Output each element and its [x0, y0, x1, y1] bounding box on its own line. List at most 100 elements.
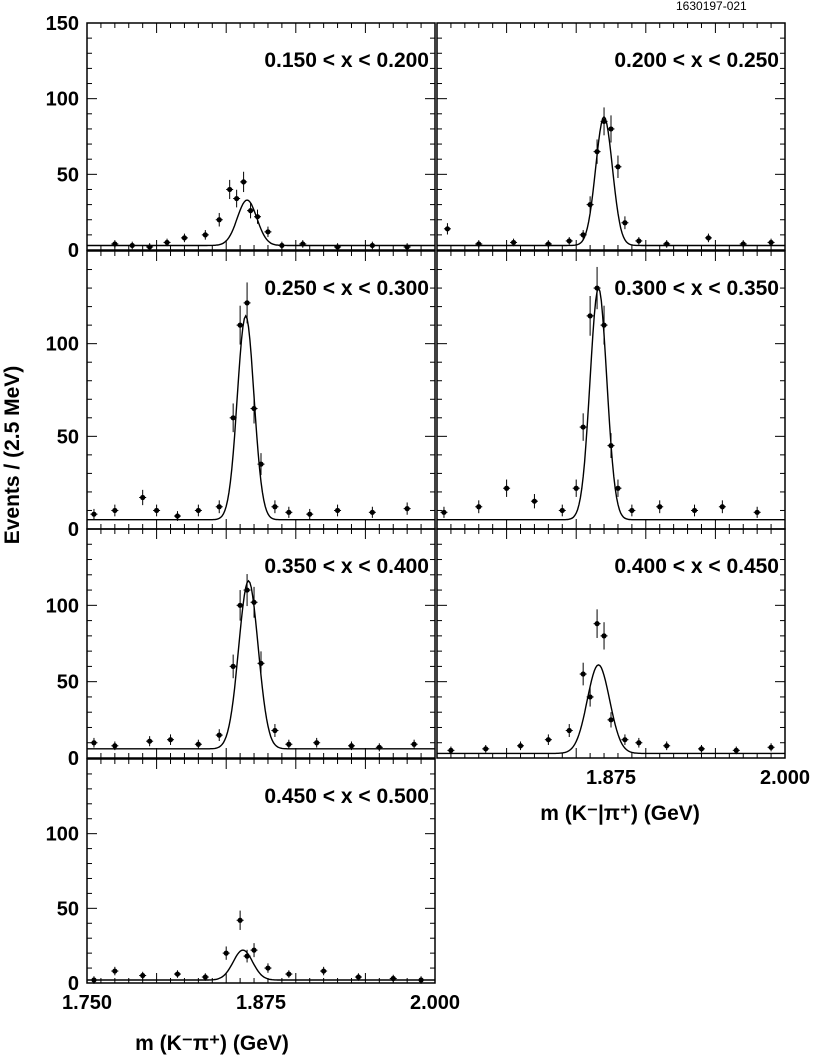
- data-point: [272, 504, 278, 510]
- data-point: [247, 208, 254, 214]
- panels-group: 0 50 100 150 0.150 < x < 0.200 0.200 < x < 0.…: [46, 13, 810, 1014]
- x-tick-label: 2.000: [760, 767, 810, 789]
- y-tick-label: 150: [46, 13, 79, 35]
- panel-frame: [86, 22, 436, 251]
- data-point: [202, 232, 208, 238]
- axes-text-group: Events / (2.5 MeV) m (K⁻π⁺) (GeV) m (K⁻|…: [1, 366, 700, 1055]
- data-point: [441, 509, 447, 515]
- data-point: [629, 507, 635, 514]
- data-point: [272, 727, 278, 734]
- data-point: [237, 917, 243, 923]
- data-point: [559, 507, 565, 514]
- y-tick-label: 100: [46, 595, 79, 617]
- data-point: [418, 977, 424, 983]
- data-point: [601, 118, 607, 124]
- panel-range-label: 0.350 < x < 0.400: [264, 555, 429, 578]
- data-point: [321, 968, 327, 974]
- data-point: [91, 740, 97, 746]
- fit-curve: [87, 579, 435, 750]
- data-point: [608, 126, 614, 132]
- data-point: [348, 743, 355, 749]
- data-point: [251, 599, 257, 605]
- data-point: [234, 195, 240, 202]
- data-point: [587, 202, 593, 208]
- data-point: [664, 241, 670, 247]
- data-point: [195, 741, 201, 747]
- data-point: [258, 660, 264, 666]
- data-point: [314, 740, 320, 746]
- data-point: [286, 741, 292, 747]
- data-point: [601, 322, 607, 328]
- data-point: [230, 663, 236, 670]
- data-point: [698, 746, 705, 752]
- data-point: [223, 950, 229, 956]
- data-point: [601, 633, 607, 639]
- panel-frame: [436, 22, 786, 251]
- data-point: [167, 737, 174, 743]
- panel-5: 0 50 100 0.350 < x < 0.400: [46, 528, 436, 770]
- data-point: [594, 285, 600, 291]
- data-point: [448, 747, 454, 753]
- data-point: [510, 239, 517, 246]
- data-point: [517, 743, 524, 749]
- data-point: [636, 238, 642, 244]
- data-point: [636, 740, 642, 746]
- data-point: [411, 741, 417, 747]
- panel-1: 0 50 100 150 0.150 < x < 0.200: [46, 13, 436, 262]
- y-tick-label: 50: [57, 426, 79, 448]
- y-tick-label: 0: [68, 973, 79, 995]
- data-point: [705, 235, 712, 241]
- x-tick-label: 1.750: [62, 992, 112, 1014]
- data-point: [216, 504, 222, 510]
- data-point: [254, 214, 261, 220]
- data-point: [140, 972, 146, 979]
- data-point: [664, 743, 670, 749]
- data-point: [334, 507, 341, 514]
- data-point: [768, 239, 774, 246]
- data-point: [91, 977, 97, 983]
- panel-range-label: 0.150 < x < 0.200: [264, 49, 429, 72]
- data-point: [258, 461, 264, 467]
- data-point: [566, 727, 572, 734]
- data-point: [580, 232, 586, 238]
- y-tick-label: 100: [46, 824, 79, 846]
- y-tick-label: 50: [57, 164, 79, 186]
- data-point: [608, 717, 614, 723]
- data-point: [587, 694, 593, 700]
- data-point: [390, 975, 396, 982]
- data-point: [181, 235, 188, 241]
- y-tick-label: 0: [68, 519, 79, 541]
- fit-curve: [87, 314, 435, 521]
- data-point: [369, 242, 375, 249]
- panel-4: 0.300 < x < 0.350: [436, 250, 786, 530]
- data-point: [265, 229, 271, 235]
- panel-range-label: 0.450 < x < 0.500: [264, 785, 429, 808]
- data-point: [334, 244, 341, 250]
- data-point: [286, 509, 292, 515]
- data-point: [580, 424, 586, 430]
- x-tick-label: 1.875: [236, 992, 286, 1014]
- y-axis-label: Events / (2.5 MeV): [1, 366, 24, 545]
- data-point: [300, 241, 306, 247]
- data-point: [174, 513, 181, 519]
- x-axis-label-left: m (K⁻π⁺) (GeV): [135, 1032, 289, 1055]
- data-point: [404, 244, 410, 250]
- data-point: [91, 511, 97, 517]
- y-tick-label: 100: [46, 89, 79, 111]
- data-point: [580, 671, 586, 677]
- y-tick-label: 50: [57, 898, 79, 920]
- data-point: [545, 241, 551, 247]
- panel-6: 1.875 2.000 0.400 < x < 0.450: [436, 528, 810, 789]
- data-point: [286, 971, 292, 977]
- data-point: [691, 507, 698, 514]
- data-point: [531, 498, 538, 504]
- data-point: [202, 974, 208, 980]
- data-point: [733, 747, 739, 753]
- data-point: [622, 737, 628, 743]
- data-point: [355, 974, 362, 980]
- data-point: [154, 507, 160, 514]
- data-point: [241, 179, 247, 185]
- data-point: [112, 241, 118, 247]
- data-point: [140, 494, 146, 501]
